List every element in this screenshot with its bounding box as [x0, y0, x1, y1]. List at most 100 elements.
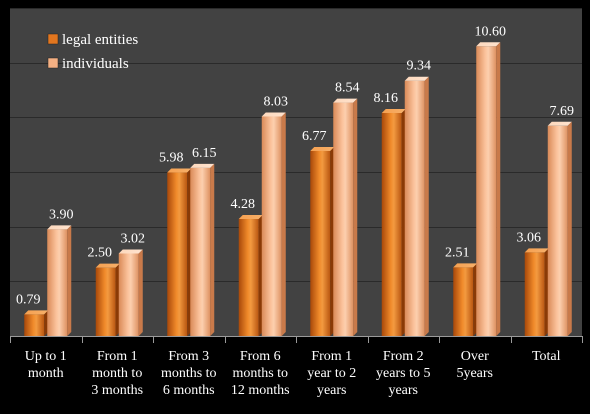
legend-label: legal entities [62, 32, 138, 48]
bar-side [210, 163, 215, 336]
x-tick-label: From 3 [168, 349, 209, 364]
bar-top [238, 215, 263, 220]
x-tick-label: years to 5 [376, 366, 430, 381]
bar-face [24, 314, 45, 336]
x-tick-label: From 6 [240, 349, 281, 364]
bar-face [47, 229, 68, 336]
bar-top [333, 98, 358, 103]
bar-top [476, 42, 501, 47]
bar-legal-entities [95, 263, 120, 336]
x-tick-label: Total [532, 349, 561, 364]
bar-top [310, 146, 335, 151]
data-label: 8.54 [335, 81, 360, 96]
bar-side [424, 76, 429, 336]
bar-legal-entities [524, 248, 549, 336]
bar-face [261, 116, 282, 336]
bar-top [381, 108, 406, 113]
bar-top [524, 248, 549, 253]
bar-face [547, 125, 568, 336]
bar-face [310, 150, 331, 336]
x-tick-label: year to 2 [307, 366, 356, 381]
bar-top [95, 263, 120, 268]
bar-face [524, 252, 545, 336]
bar-top [190, 163, 215, 168]
bar-face [118, 253, 139, 336]
bar-face [190, 167, 211, 336]
x-tick-label: months to [232, 366, 288, 381]
legend-swatch [47, 33, 59, 45]
data-label: 3.06 [517, 230, 542, 245]
x-tick-label: years [388, 383, 418, 398]
x-tick-label: 5years [456, 366, 493, 381]
data-label: 5.98 [159, 151, 184, 166]
data-label: 6.15 [192, 146, 217, 161]
data-label: 8.03 [264, 95, 289, 110]
bar-side [496, 42, 501, 337]
bar-face [333, 102, 354, 336]
bar-legal-entities [381, 108, 406, 337]
x-tick-label: Up to 1 [25, 349, 67, 364]
bar-side [138, 249, 143, 336]
bar-face [167, 172, 188, 336]
bar-legal-entities [310, 146, 335, 336]
data-label: 3.90 [49, 207, 74, 222]
data-label: 9.34 [407, 59, 432, 74]
data-labels: 0.79 3.90 2.50 3.02 5.98 6.15 4.28 8.03 6.77 8.54… [16, 24, 574, 307]
x-tick-label: From 2 [383, 349, 424, 364]
bar-side [67, 225, 72, 336]
bar-legal-entities [24, 310, 49, 336]
bars [24, 42, 572, 337]
bar-individuals [476, 42, 501, 337]
x-axis: Up to 1 month From 1 month to 3 months From 3… [10, 336, 583, 398]
bar-individuals [47, 225, 72, 336]
legend-item: individuals [47, 56, 129, 72]
x-tick-label: 3 months [91, 383, 143, 398]
legend: legal entities individuals [47, 32, 138, 72]
x-tick-label: years [317, 383, 347, 398]
bar-top [453, 263, 478, 268]
bar-top [547, 121, 572, 126]
bar-legal-entities [453, 263, 478, 336]
x-tick-label: month to [92, 366, 142, 381]
bar-top [404, 76, 429, 81]
x-tick-label: month [28, 366, 64, 381]
bar-top [47, 225, 72, 230]
bar-individuals [547, 121, 572, 336]
data-label: 7.69 [550, 104, 575, 119]
legend-item: legal entities [47, 32, 138, 48]
x-tick-label: From 1 [97, 349, 138, 364]
data-label: 4.28 [231, 197, 256, 212]
bar-top [118, 249, 143, 254]
bar-individuals [261, 112, 286, 336]
x-tick-label: From 1 [311, 349, 352, 364]
bar-individuals [404, 76, 429, 336]
bar-legal-entities [167, 168, 192, 336]
bar-top [24, 310, 49, 315]
bar-face [238, 219, 259, 336]
data-label: 0.79 [16, 292, 41, 307]
bar-top [261, 112, 286, 117]
bar-face [381, 112, 402, 337]
bar-individuals [333, 98, 358, 336]
bar-side [567, 121, 572, 336]
bar-side [353, 98, 358, 336]
bar-face [404, 80, 425, 336]
bar-top [167, 168, 192, 173]
data-label: 2.51 [445, 245, 470, 260]
x-tick-label: 12 months [231, 383, 290, 398]
bar-side [281, 112, 286, 336]
bar-legal-entities [238, 215, 263, 336]
data-label: 10.60 [475, 24, 507, 39]
x-tick-label: 6 months [163, 383, 215, 398]
data-label: 2.50 [88, 246, 113, 261]
data-label: 6.77 [302, 129, 327, 144]
legend-label: individuals [62, 56, 129, 72]
x-tick-label: months to [161, 366, 217, 381]
data-label: 3.02 [121, 231, 146, 246]
x-tick-label: Over [461, 349, 489, 364]
bar-individuals [190, 163, 215, 336]
bar-face [453, 267, 474, 336]
data-label: 8.16 [374, 91, 399, 106]
